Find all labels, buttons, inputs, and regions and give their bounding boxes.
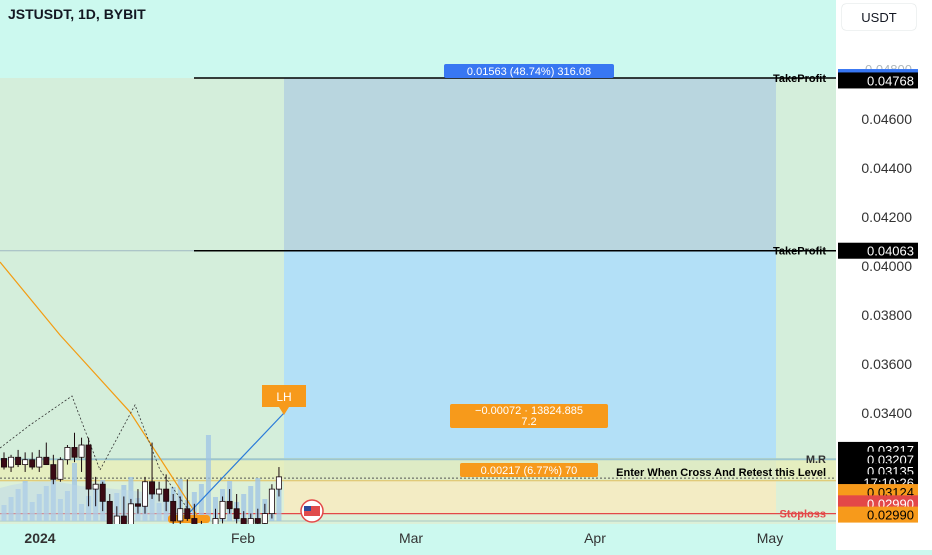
axis-tick: 0.04200 (861, 209, 912, 225)
candle-body (36, 456, 43, 468)
blue-trend-line (189, 412, 285, 513)
time-axis: 2024 Feb Mar Apr May (0, 499, 836, 550)
takeprofit-level-2: TakeProfit (773, 73, 826, 85)
candle-body (15, 456, 22, 466)
price-tag-text: 0.02990 (867, 508, 914, 523)
candle-body (268, 488, 275, 515)
lh-marker (262, 385, 306, 415)
candle-body (275, 476, 282, 490)
axis-tick: 0.03400 (861, 405, 912, 421)
candle-body (134, 503, 141, 507)
candle-body (261, 513, 268, 524)
candle-body (141, 481, 148, 507)
candle-body (64, 447, 71, 461)
profit-zone (284, 250, 776, 481)
profit-zone-upper (284, 78, 776, 251)
center-label-box (450, 404, 608, 428)
candle-body (163, 488, 170, 502)
candle-body (254, 518, 261, 524)
center-label-line1: −0.00072 · 13824.885 (475, 405, 583, 417)
volume-bar (205, 435, 211, 521)
axis-tick: 0.04600 (861, 111, 912, 127)
time-tick: 2024 (24, 530, 55, 546)
candle-body (226, 500, 233, 510)
time-tick: Feb (231, 530, 255, 546)
time-tick: Mar (399, 530, 423, 546)
profit-label: 0.01563 (48.74%) 316.08 (467, 66, 591, 78)
time-tick: Apr (584, 530, 606, 546)
volume-bar (276, 483, 282, 521)
volume-bar (198, 484, 204, 521)
candle-body (22, 459, 29, 466)
chart-title: JSTUSDT, 1D, BYBIT (8, 6, 146, 22)
flag-stripes (304, 506, 320, 516)
candle-body (0, 458, 7, 468)
stop-label-box (460, 463, 598, 477)
volume-bar (255, 478, 261, 521)
candle-body (43, 456, 50, 466)
zigzag-line (0, 395, 191, 513)
candle-body (50, 464, 57, 480)
price-axis: 0.048000.046000.044000.042000.040000.038… (836, 0, 932, 555)
orange-trend-line (0, 261, 201, 521)
candle-body (233, 508, 240, 519)
axis-tick: 0.04400 (861, 160, 912, 176)
candle-body (92, 483, 99, 490)
candle-body (106, 500, 113, 527)
time-tick: May (757, 530, 783, 546)
candles (0, 432, 282, 555)
volume-area (0, 481, 180, 521)
candle-body (29, 459, 36, 468)
entry-note: Enter When Cross And Retest this Level (616, 467, 826, 479)
candle-body (8, 456, 15, 468)
price-tag-text: 0.04768 (867, 73, 914, 88)
stop-zone (284, 480, 776, 514)
candle-body (85, 444, 92, 490)
position-zones (0, 78, 836, 553)
candle-body (184, 508, 191, 519)
candle-body (156, 488, 163, 495)
stoploss-level: Stoploss (780, 509, 826, 521)
currency-button[interactable]: USDT (842, 4, 916, 30)
stop-label: 0.00217 (6.77%) 70 (481, 465, 578, 477)
candle-body (57, 459, 64, 480)
candle-body (71, 447, 78, 458)
candle-body (99, 483, 106, 502)
axis-tick: 0.04000 (861, 258, 912, 274)
price-tag-text: 0.04063 (867, 244, 914, 259)
position-labels: LH 0.01563 (48.74%) 316.08 −0.00072 · 1382… (262, 64, 826, 521)
candle-body (149, 481, 156, 495)
center-label-line2: 7.2 (521, 416, 536, 428)
axis-tick: 0.03800 (861, 307, 912, 323)
candle-body (219, 500, 226, 519)
candle-body (177, 508, 184, 522)
takeprofit-level-1: TakeProfit (773, 246, 826, 258)
price-tag (838, 506, 918, 523)
time-axis-background (0, 524, 836, 550)
candle-body (78, 444, 85, 458)
volume-bar (248, 486, 254, 521)
volume-bar (241, 494, 247, 521)
lh-label: LH (276, 390, 291, 404)
price-tag (838, 72, 918, 89)
profit-label-box (444, 64, 614, 78)
flag-canton (304, 506, 311, 511)
mr-level: M.R (806, 454, 826, 466)
price-tag (838, 242, 918, 259)
axis-tick: 0.03600 (861, 356, 912, 372)
candle-body (170, 500, 177, 522)
